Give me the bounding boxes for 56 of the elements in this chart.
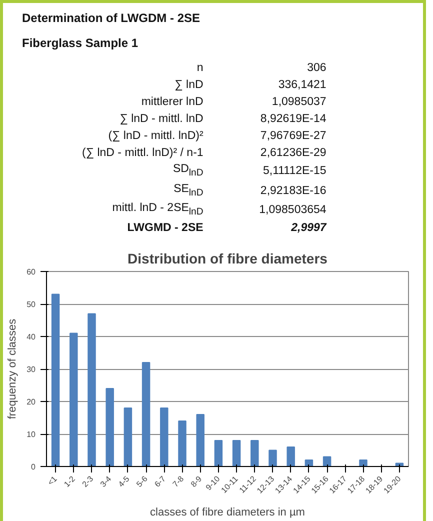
- bar: [214, 440, 223, 466]
- bar: [160, 408, 168, 466]
- x-tick-label: 8-9: [189, 474, 204, 489]
- text: ∑ lnD - mittl. lnD: [118, 112, 204, 127]
- y-tick-label: 60: [26, 268, 36, 276]
- x-tick-label: 3-4: [98, 474, 114, 489]
- text: 5,11112E-15: [262, 164, 328, 180]
- text: 1,098503654: [258, 203, 328, 218]
- x-axis-title: classes of fibre diameters in µm: [150, 506, 305, 518]
- text: SE$_{lnD}$: [172, 182, 204, 200]
- x-tick-label: 5-6: [134, 474, 150, 489]
- bar: [88, 313, 96, 466]
- text: Fiberglass Sample 1: [22, 35, 140, 52]
- bar: [232, 440, 241, 466]
- text: mittlerer lnD: [140, 94, 204, 110]
- text: 2,9997: [290, 221, 328, 236]
- x-tick-label: 6-7: [152, 474, 168, 489]
- text: 1,0985037: [270, 95, 328, 110]
- y-tick-label: 50: [26, 300, 36, 309]
- text: Determination of LWGDM - 2SE: [22, 10, 202, 27]
- bar: [142, 362, 150, 466]
- y-tick-label: 10: [26, 430, 36, 439]
- text: n: [196, 60, 204, 76]
- chart-title: Distribution of fibre diameters: [128, 250, 328, 266]
- x-tick-label: 7-8: [170, 474, 186, 489]
- bar: [250, 440, 259, 466]
- text: SD$_{lnD}$: [172, 162, 204, 181]
- bar: [70, 332, 78, 466]
- x-tick-label: 2-3: [80, 474, 96, 489]
- y-tick-label: 30: [26, 365, 36, 374]
- bar: [51, 294, 60, 466]
- bar: [196, 414, 204, 466]
- bar: [106, 388, 114, 466]
- y-tick-label: 0: [31, 462, 36, 472]
- y-axis-title: frequenzy of classes: [6, 318, 19, 420]
- text: 2,61236E-29: [259, 146, 328, 162]
- text: LWGMD - 2SE: [126, 220, 204, 236]
- bar: [359, 460, 368, 466]
- text: 2,92183E-16: [259, 184, 328, 199]
- bar: [124, 408, 132, 466]
- text: 8,92619E-14: [259, 112, 328, 128]
- text: 336,1421: [277, 78, 328, 94]
- text: 306: [306, 61, 328, 76]
- text: (∑ lnD - mittl. lnD)² / n-1: [82, 146, 204, 161]
- x-tick-label: 1-2: [62, 474, 78, 489]
- text: (∑ lnD - mittl. lnD)²: [107, 128, 204, 144]
- bar: [286, 446, 295, 466]
- text: 7,96769E-27: [259, 129, 328, 144]
- x-tick-label: 4-5: [116, 474, 132, 489]
- text: mittl. lnD - 2SE$_{lnD}$: [111, 200, 204, 220]
- text: ∑ lnD: [174, 78, 204, 93]
- y-tick-label: 20: [26, 398, 36, 406]
- bar: [178, 420, 186, 466]
- x-tick-label: <1: [46, 474, 60, 488]
- bar: [268, 450, 277, 466]
- y-tick-label: 40: [26, 332, 36, 342]
